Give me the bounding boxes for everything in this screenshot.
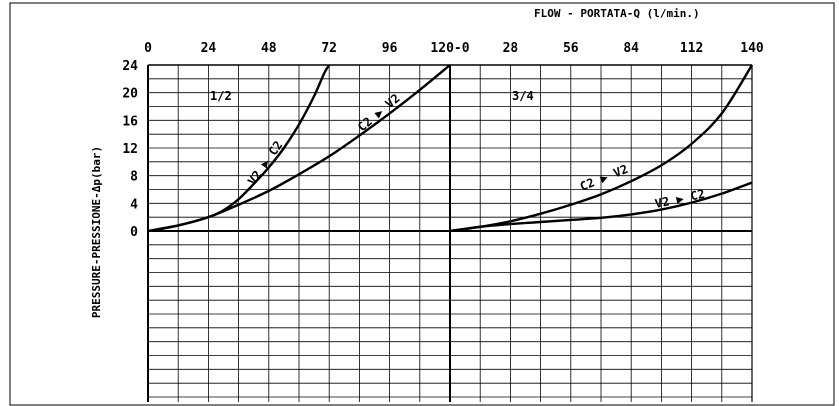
panel-label-right: 3/4	[512, 89, 534, 103]
grid-right	[449, 64, 753, 402]
x-tick-label: 72	[321, 41, 337, 56]
curves	[147, 64, 754, 233]
y-axis-title: PRESSURE-PRESSIONE-Δp(bar)	[90, 146, 103, 318]
x-tick-label-shared: 120-0	[430, 41, 469, 56]
x-tick-label: 28	[503, 41, 519, 56]
y-tick-label: 0	[130, 225, 138, 240]
y-tick-label: 12	[122, 142, 138, 157]
y-tick-label: 16	[122, 114, 138, 129]
curve-panel0-series1	[147, 64, 451, 233]
curve-panel1-series1	[449, 181, 753, 233]
x-tick-label: 56	[563, 41, 579, 56]
panel-label-left: 1/2	[210, 89, 232, 103]
x-tick-label: 84	[623, 41, 639, 56]
label-left-v2-c2: V2 ▶ C2	[245, 138, 285, 187]
label-left-c2-v2: C2 ▶ V2	[355, 91, 403, 134]
grid-left	[147, 64, 451, 402]
x-tick-label: 0	[144, 41, 152, 56]
x-tick-label: 48	[261, 41, 277, 56]
x-axis-title: FLOW - PORTATA-Q (l/min.)	[534, 7, 700, 20]
y-tick-label: 4	[130, 197, 138, 212]
y-tick-labels: 0 4 8 12 16 20 24	[122, 59, 138, 240]
label-right-c2-v2: C2 ▶ V2	[578, 162, 630, 194]
x-tick-label: 140	[740, 41, 764, 56]
outer-border	[9, 2, 835, 406]
x-tick-label: 112	[680, 41, 703, 56]
x-tick-labels: 0 24 48 72 96 28 56 84 112 140 120-0	[144, 41, 764, 56]
y-tick-label: 24	[122, 59, 138, 74]
x-tick-label: 96	[382, 41, 398, 56]
curve-panel1-series0	[449, 64, 754, 233]
y-tick-label: 20	[122, 87, 138, 102]
y-tick-label: 8	[130, 170, 138, 185]
x-tick-label: 24	[201, 41, 217, 56]
